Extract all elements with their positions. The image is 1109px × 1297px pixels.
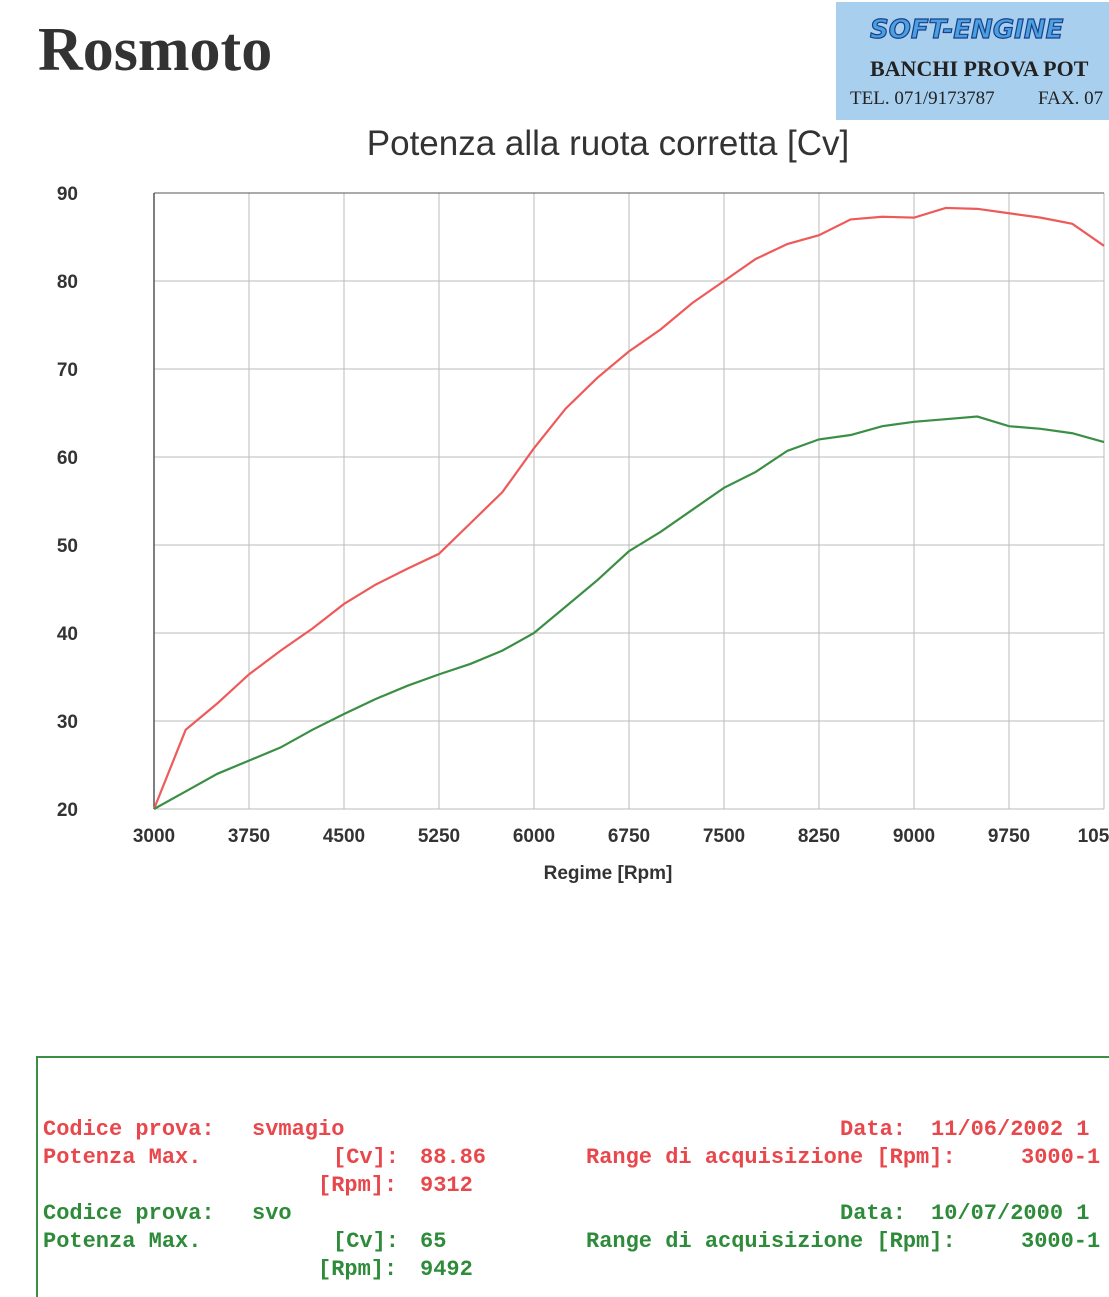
x-tick-label: 7500 bbox=[703, 826, 745, 847]
info-code-label: Codice prova: bbox=[43, 1117, 215, 1142]
chart-title: Potenza alla ruota corretta [Cv] bbox=[367, 124, 849, 163]
x-tick-label: 3750 bbox=[228, 826, 270, 847]
series-line bbox=[152, 206, 1105, 810]
info-cv-label: [Cv]: bbox=[333, 1229, 399, 1254]
y-tick-label: 60 bbox=[57, 448, 78, 469]
info-range-label: Range di acquisizione [Rpm]: bbox=[586, 1229, 956, 1254]
info-rpm-label: [Rpm]: bbox=[318, 1173, 397, 1198]
info-date: 10/07/2000 1 bbox=[931, 1201, 1089, 1226]
info-rpm: 9492 bbox=[420, 1257, 473, 1282]
x-tick-label: 8250 bbox=[798, 826, 840, 847]
info-date-label: Data: bbox=[840, 1201, 906, 1226]
y-tick-label: 40 bbox=[57, 624, 78, 645]
info-max-label: Potenza Max. bbox=[43, 1229, 201, 1254]
y-tick-label: 90 bbox=[57, 184, 78, 205]
info-max-label: Potenza Max. bbox=[43, 1145, 201, 1170]
logo-line: BANCHI PROVA POT bbox=[870, 56, 1089, 81]
x-tick-label: 4500 bbox=[323, 826, 365, 847]
x-tick-label: 5250 bbox=[418, 826, 460, 847]
info-cv-label: [Cv]: bbox=[333, 1145, 399, 1170]
logo-name: SOFT-ENGINE bbox=[870, 15, 1064, 45]
info-box bbox=[36, 1056, 1109, 1297]
brand: Rosmoto bbox=[38, 16, 272, 84]
y-tick-label: 20 bbox=[57, 800, 78, 821]
x-tick-label: 6750 bbox=[608, 826, 650, 847]
y-tick-label: 80 bbox=[57, 272, 78, 293]
logo-fax: FAX. 07 bbox=[1038, 88, 1103, 109]
info-date: 11/06/2002 1 bbox=[931, 1117, 1089, 1142]
info-cv: 88.86 bbox=[420, 1145, 486, 1170]
y-tick-label: 70 bbox=[57, 360, 78, 381]
y-tick-label: 30 bbox=[57, 712, 78, 733]
x-tick-label: 3000 bbox=[133, 826, 175, 847]
info-code: svo bbox=[252, 1201, 292, 1226]
y-tick-label: 50 bbox=[57, 536, 78, 557]
logo-box bbox=[836, 2, 1109, 120]
series-line bbox=[153, 415, 1105, 810]
x-axis-label: Regime [Rpm] bbox=[544, 863, 673, 884]
x-tick-label: 10500 bbox=[1078, 826, 1109, 847]
info-rpm: 9312 bbox=[420, 1173, 473, 1198]
info-cv: 65 bbox=[420, 1229, 446, 1254]
info-range: 3000-1 bbox=[1021, 1145, 1100, 1170]
x-tick-label: 6000 bbox=[513, 826, 555, 847]
info-range-label: Range di acquisizione [Rpm]: bbox=[586, 1145, 956, 1170]
x-tick-label: 9750 bbox=[988, 826, 1030, 847]
logo-tel: TEL. 071/9173787 bbox=[850, 88, 995, 109]
x-tick-label: 9000 bbox=[893, 826, 935, 847]
info-code: svmagio bbox=[252, 1117, 344, 1142]
info-rpm-label: [Rpm]: bbox=[318, 1257, 397, 1282]
info-code-label: Codice prova: bbox=[43, 1201, 215, 1226]
info-range: 3000-1 bbox=[1021, 1229, 1100, 1254]
info-date-label: Data: bbox=[840, 1117, 906, 1142]
